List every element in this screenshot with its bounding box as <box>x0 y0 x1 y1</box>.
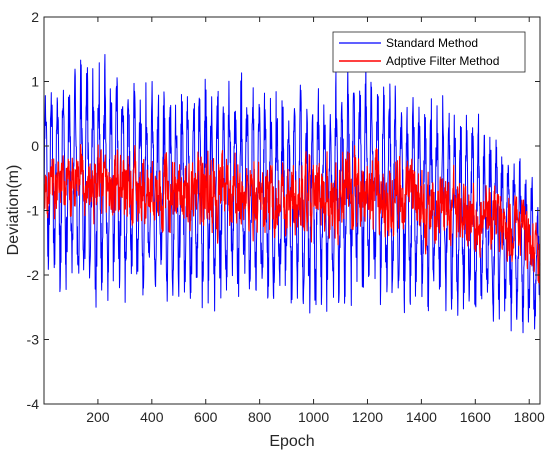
series-line-adaptive-filter-method <box>43 144 541 286</box>
legend-box <box>332 31 526 73</box>
x-axis-label: Epoch <box>269 433 314 450</box>
legend-label-standard: Standard Method <box>386 36 478 50</box>
x-tick-label: 600 <box>194 409 218 425</box>
x-tick-label: 1200 <box>352 409 383 425</box>
x-tick-label: 1400 <box>406 409 437 425</box>
x-tick-label: 1800 <box>514 409 545 425</box>
y-axis-label: Deviation(m) <box>5 165 22 256</box>
y-tick-label: -2 <box>27 267 40 283</box>
ticks-layer: 200 400 600 800 1000 1200 1400 1600 1800 -4 -3 -2 -1… <box>27 9 545 425</box>
legend: Standard Method Adptive Filter Method <box>332 31 526 73</box>
y-tick-label: 1 <box>31 74 39 90</box>
series-layer <box>43 54 541 334</box>
x-tick-label: 800 <box>248 409 272 425</box>
y-tick-label: 2 <box>31 9 39 25</box>
legend-label-adaptive: Adptive Filter Method <box>386 54 499 68</box>
x-tick-label: 1000 <box>298 409 329 425</box>
x-tick-label: 400 <box>140 409 164 425</box>
x-tick-label: 1600 <box>460 409 491 425</box>
y-tick-label: 0 <box>31 138 39 154</box>
y-tick-label: -4 <box>27 396 40 412</box>
x-tick-label: 200 <box>86 409 110 425</box>
y-tick-label: -3 <box>27 332 40 348</box>
y-tick-label: -1 <box>27 203 40 219</box>
